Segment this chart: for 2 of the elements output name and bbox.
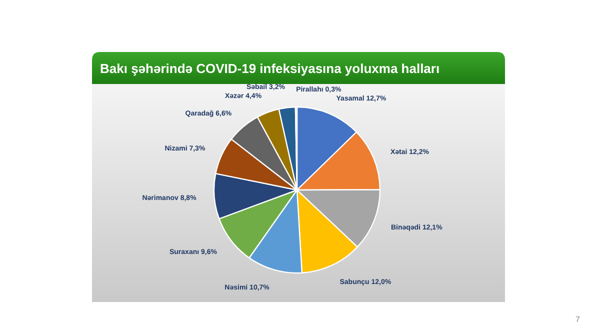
chart-title: Bakı şəhərində COVID-19 infeksiyasına yoluxma halları xyxy=(100,61,440,76)
text: 7 xyxy=(576,315,581,324)
